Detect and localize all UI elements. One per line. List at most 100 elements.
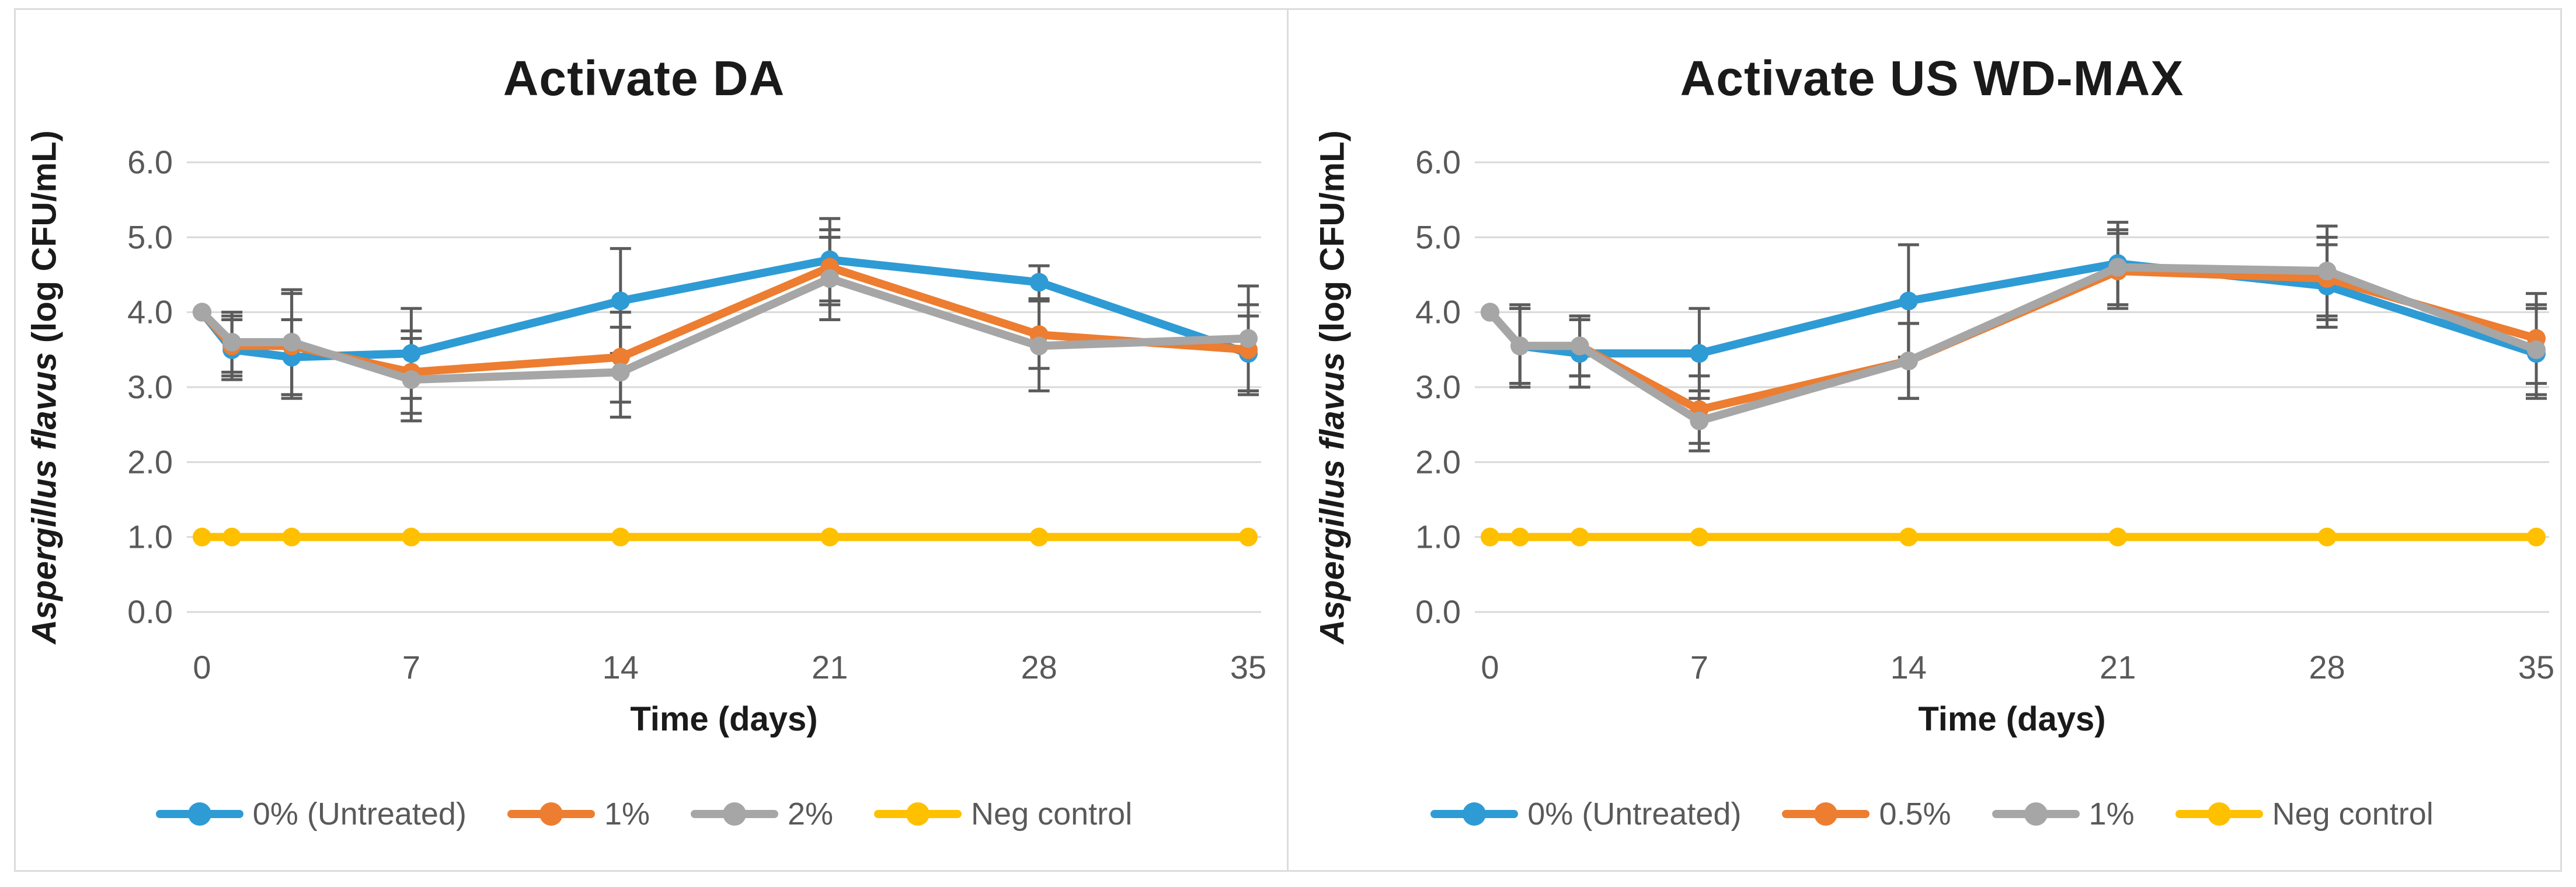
series-1 <box>1481 258 2546 430</box>
data-point <box>282 527 301 547</box>
legend: 0% (Untreated) 1% 2% Neg control <box>0 787 1288 841</box>
x-tick-label: 35 <box>1230 649 1266 686</box>
legend-marker-icon <box>2207 802 2231 826</box>
series-neg-control <box>1481 527 2546 547</box>
legend-label: 0% (Untreated) <box>252 796 467 832</box>
y-tick-label: 5.0 <box>127 218 173 255</box>
x-tick-label: 35 <box>2518 649 2554 686</box>
data-point <box>2527 527 2546 547</box>
data-point <box>820 527 840 547</box>
y-tick-label: 1.0 <box>1415 519 1461 555</box>
legend-line-swatch <box>691 802 778 826</box>
legend-line-swatch <box>507 802 595 826</box>
x-tick-labels: 0 7 14 21 28 35 <box>193 649 1266 686</box>
legend-marker-icon <box>187 802 211 826</box>
y-tick-label: 6.0 <box>1415 144 1461 180</box>
data-point <box>820 269 840 288</box>
chart-title: Activate US WD-MAX <box>1680 51 2184 106</box>
data-point <box>1029 336 1049 356</box>
data-point <box>1690 411 1709 430</box>
data-point <box>1510 527 1530 547</box>
legend-line-swatch <box>2175 802 2263 826</box>
data-point <box>1510 336 1530 356</box>
x-tick-label: 28 <box>1021 649 1057 686</box>
data-point <box>1570 527 1589 547</box>
legend-marker-icon <box>1814 802 1838 826</box>
data-point <box>611 347 630 367</box>
data-point <box>1481 302 1499 322</box>
legend-label: 0% (Untreated) <box>1527 796 1742 832</box>
data-point <box>2108 527 2128 547</box>
x-tick-label: 14 <box>1891 649 1927 686</box>
data-point <box>611 363 630 382</box>
legend-line-swatch <box>1992 802 2080 826</box>
gridlines <box>187 161 1261 613</box>
series-2 <box>193 269 1258 389</box>
data-point <box>1570 336 1589 356</box>
y-axis-title-units: (log CFU/mL) <box>1313 130 1352 353</box>
data-point <box>222 527 242 547</box>
legend-item-0-untreated: 0% (Untreated) <box>155 796 467 832</box>
data-point <box>1690 527 1709 547</box>
error-bars <box>1509 221 2547 453</box>
y-axis-title-species: Aspergillus flavus <box>25 352 64 644</box>
y-tick-label: 4.0 <box>1415 294 1461 331</box>
series-line-1 <box>1486 263 2540 425</box>
legend-label: Neg control <box>971 796 1133 832</box>
legend-item-1: 1% <box>507 796 650 832</box>
chart-panel-activate-da: 0.0 1.0 2.0 3.0 4.0 5.0 6.0 0 7 14 21 28 35 Activate… <box>0 54 1288 841</box>
x-tick-label: 0 <box>1481 649 1499 686</box>
y-tick-label: 0.0 <box>1415 593 1461 630</box>
data-point <box>611 291 630 311</box>
x-tick-label: 28 <box>2309 649 2345 686</box>
y-tick-label: 0.0 <box>127 593 173 630</box>
data-point <box>1899 352 1918 371</box>
y-tick-label: 4.0 <box>127 294 173 331</box>
x-tick-label: 0 <box>193 649 211 686</box>
panel-divider <box>1287 8 1289 872</box>
y-tick-label: 2.0 <box>1415 443 1461 480</box>
gridlines <box>1475 161 2549 613</box>
x-tick-labels: 0 7 14 21 28 35 <box>1481 649 2554 686</box>
y-tick-labels: 0.0 1.0 2.0 3.0 4.0 5.0 6.0 <box>127 144 173 630</box>
data-point <box>193 302 211 322</box>
x-tick-label: 7 <box>402 649 420 686</box>
legend-marker-icon <box>723 802 746 826</box>
x-tick-label: 21 <box>2100 649 2136 686</box>
y-axis-title-units: (log CFU/mL) <box>25 130 64 353</box>
series-0-untreated <box>1481 254 2546 363</box>
plot-area: 0.0 1.0 2.0 3.0 4.0 5.0 6.0 0 7 14 21 28 35 <box>1415 144 2554 686</box>
y-axis-title: Aspergillus flavus (log CFU/mL) <box>1313 130 1352 644</box>
chart-panel-activate-us-wd-max: 0.0 1.0 2.0 3.0 4.0 5.0 6.0 0 7 14 21 28 35 Activate… <box>1288 0 2576 887</box>
series-line-0-untreated <box>198 255 1252 361</box>
legend-line-swatch <box>155 802 243 826</box>
legend-item-2: 2% <box>691 796 833 832</box>
legend-marker-icon <box>1463 802 1487 826</box>
legend-label: 0.5% <box>1879 796 1951 832</box>
data-point <box>402 527 421 547</box>
x-axis-title: Time (days) <box>630 700 818 738</box>
y-axis-title: Aspergillus flavus (log CFU/mL) <box>25 130 64 644</box>
legend-marker-icon <box>906 802 930 826</box>
legend-item-neg-control: Neg control <box>2175 796 2434 832</box>
legend-item-0-5: 0.5% <box>1782 796 1951 832</box>
legend-line-swatch <box>874 802 962 826</box>
y-tick-labels: 0.0 1.0 2.0 3.0 4.0 5.0 6.0 <box>1415 144 1461 630</box>
data-point <box>1239 527 1258 547</box>
legend-line-swatch <box>1782 802 1870 826</box>
data-point <box>2317 527 2337 547</box>
data-point <box>611 527 630 547</box>
data-point <box>2527 340 2546 359</box>
data-point <box>222 333 242 352</box>
legend-marker-icon <box>2024 802 2048 826</box>
x-tick-label: 21 <box>812 649 848 686</box>
legend: 0% (Untreated) 0.5% 1% Neg control <box>1288 787 2576 841</box>
data-point <box>2108 258 2128 277</box>
legend-item-1: 1% <box>1992 796 2135 832</box>
data-point <box>1029 527 1049 547</box>
series-neg-control <box>193 527 1258 547</box>
data-point <box>2317 262 2337 281</box>
y-tick-label: 3.0 <box>1415 368 1461 405</box>
data-point <box>1029 273 1049 292</box>
y-tick-label: 5.0 <box>1415 218 1461 255</box>
